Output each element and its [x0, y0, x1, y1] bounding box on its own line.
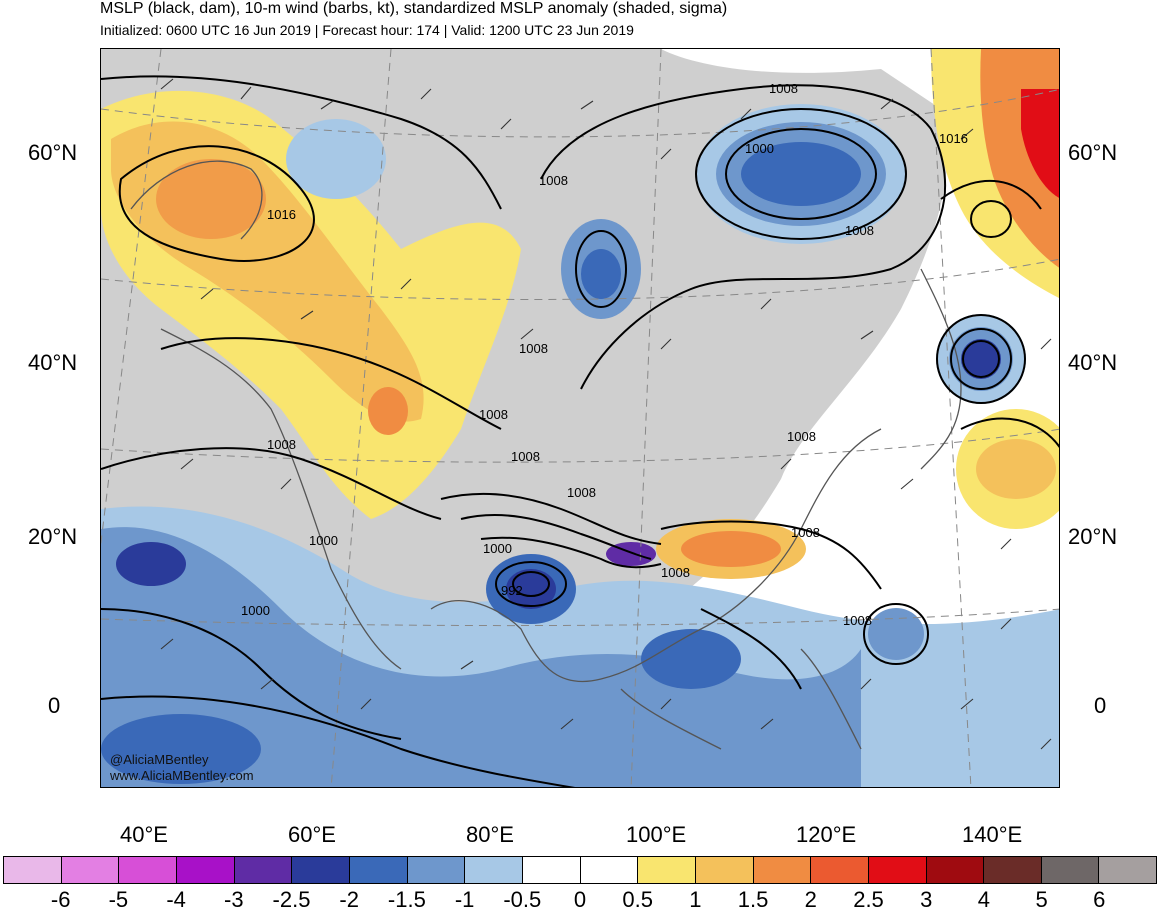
colorbar-tick-label: 4 — [977, 887, 991, 912]
coastlines — [130, 160, 962, 750]
contour-label: 1008 — [519, 341, 548, 356]
contour-label: 1008 — [787, 429, 816, 444]
lon-label-120e: 120°E — [796, 822, 857, 847]
contour-label: 1000 — [241, 603, 270, 618]
colorbar-swatch — [580, 857, 639, 883]
graticule — [101, 49, 1059, 787]
lat-label-eq-left: 0 — [48, 693, 61, 718]
lat-label-40n-right: 40°N — [1068, 350, 1118, 375]
negative-anomaly-arabia — [116, 542, 186, 586]
contour-label: 1008 — [267, 437, 296, 452]
colorbar-swatch — [811, 857, 869, 883]
contour-label: 1000 — [745, 141, 774, 156]
negative-anomaly-bay-of-bengal-core — [506, 569, 556, 609]
lon-label-80e: 80°E — [466, 822, 514, 847]
lon-label-140e: 140°E — [962, 822, 1023, 847]
mslp-contours — [101, 75, 1059, 787]
colorbar-tick-label: 0.5 — [622, 887, 653, 912]
negative-anomaly-indian-ocean — [101, 714, 261, 784]
contour-label: 1008 — [791, 525, 820, 540]
lat-label-20n-right: 20°N — [1068, 524, 1118, 549]
colorbar-swatch — [407, 857, 466, 883]
negative-anomaly-philippine-sea — [868, 608, 924, 660]
lat-label-eq-right: 0 — [1094, 693, 1107, 718]
colorbar-swatch — [868, 857, 927, 883]
map-title: MSLP (black, dam), 10-m wind (barbs, kt)… — [100, 0, 728, 17]
colorbar-tick-label: -2.5 — [272, 887, 311, 912]
contour-label: 1008 — [843, 613, 872, 628]
credit-handle: @AliciaMBentley — [110, 752, 209, 767]
lat-label-20n-left: 20°N — [28, 524, 78, 549]
contour-label: 992 — [501, 583, 523, 598]
lat-label-40n-left: 40°N — [28, 350, 78, 375]
colorbar-swatch — [984, 857, 1042, 883]
colorbar-tick-label: -1 — [454, 887, 475, 912]
contour-label: 1000 — [483, 541, 512, 556]
colorbar-tick-label: -0.5 — [503, 887, 542, 912]
colorbar-tick-label: 0 — [573, 887, 587, 912]
colorbar-tick-label: 1.5 — [737, 887, 769, 912]
lat-label-60n-right: 60°N — [1068, 140, 1118, 165]
contour-labels: 1008 1000 1016 1008 1016 1008 1008 1008 … — [241, 81, 968, 628]
lon-label-100e: 100°E — [626, 822, 687, 847]
colorbar-swatch — [176, 857, 235, 883]
contour-label: 1016 — [939, 131, 968, 146]
colorbar-tick-label: -1.5 — [387, 887, 426, 912]
contour-label: 1008 — [479, 407, 508, 422]
colorbar-tick-label: -6 — [50, 887, 71, 912]
contour-label: 1008 — [511, 449, 540, 464]
negative-anomaly-tropics-mid — [101, 527, 861, 787]
positive-anomaly-china-core — [681, 531, 781, 567]
credit-website: www.AliciaMBentley.com — [110, 768, 254, 783]
colorbar-tick-label: 6 — [1093, 887, 1106, 912]
colorbar-swatch — [753, 857, 812, 883]
colorbar-swatch — [4, 857, 62, 883]
colorbar-tick-label: 2 — [804, 887, 817, 912]
colorbar-swatch — [638, 857, 696, 883]
colorbar-swatch — [1041, 857, 1100, 883]
colorbar-swatch — [119, 857, 177, 883]
negative-anomaly-south-china-sea — [641, 629, 741, 689]
negative-anomaly-central-core — [581, 249, 621, 299]
contour-label: 1008 — [769, 81, 798, 96]
lon-label-40e: 40°E — [120, 822, 168, 847]
colorbar-swatch — [1099, 857, 1157, 883]
colorbar-swatch — [926, 857, 985, 883]
colorbar-tick-label: -3 — [224, 887, 244, 912]
colorbar-swatch — [234, 857, 293, 883]
negative-anomaly-kuril-core — [961, 339, 1001, 379]
colorbar-swatch — [465, 857, 523, 883]
colorbar-swatch — [61, 857, 120, 883]
colorbar-tick-label: 1 — [689, 887, 702, 912]
contour-label: 1008 — [661, 565, 690, 580]
colorbar-tick-label: 5 — [1035, 887, 1048, 912]
colorbar-swatch — [349, 857, 408, 883]
lon-label-60e: 60°E — [288, 822, 336, 847]
contour-label: 1008 — [845, 223, 874, 238]
negative-anomaly-west-siberia — [286, 119, 386, 199]
contour-label: 1016 — [267, 207, 296, 222]
positive-anomaly-scandinavia — [156, 159, 266, 239]
colorbar-tick-label: -5 — [108, 887, 129, 912]
map-canvas: 1008 1000 1016 1008 1016 1008 1008 1008 … — [101, 49, 1059, 787]
colorbar-tick-label: 2.5 — [853, 887, 884, 912]
colorbar-swatch — [522, 857, 581, 883]
map-subtitle: Initialized: 0600 UTC 16 Jun 2019 | Fore… — [100, 22, 634, 38]
positive-anomaly-pacific-core — [976, 439, 1056, 499]
contour-label: 1008 — [567, 485, 596, 500]
colorbar-tick-label: -2 — [339, 887, 359, 912]
positive-anomaly-caspian — [368, 387, 408, 435]
colorbar — [3, 856, 1157, 884]
lat-label-60n-left: 60°N — [28, 140, 78, 165]
contour-label: 1000 — [309, 533, 338, 548]
negative-anomaly-siberia-core — [741, 142, 861, 206]
wind-barbs — [160, 78, 1052, 750]
positive-anomaly-northeast-max — [1021, 89, 1059, 198]
colorbar-swatch — [292, 857, 350, 883]
map-panel: 1008 1000 1016 1008 1016 1008 1008 1008 … — [100, 48, 1060, 788]
colorbar-tick-label: -4 — [166, 887, 186, 912]
colorbar-tick-label: 3 — [920, 887, 933, 912]
contour-label: 1008 — [539, 173, 568, 188]
colorbar-swatch — [695, 857, 754, 883]
